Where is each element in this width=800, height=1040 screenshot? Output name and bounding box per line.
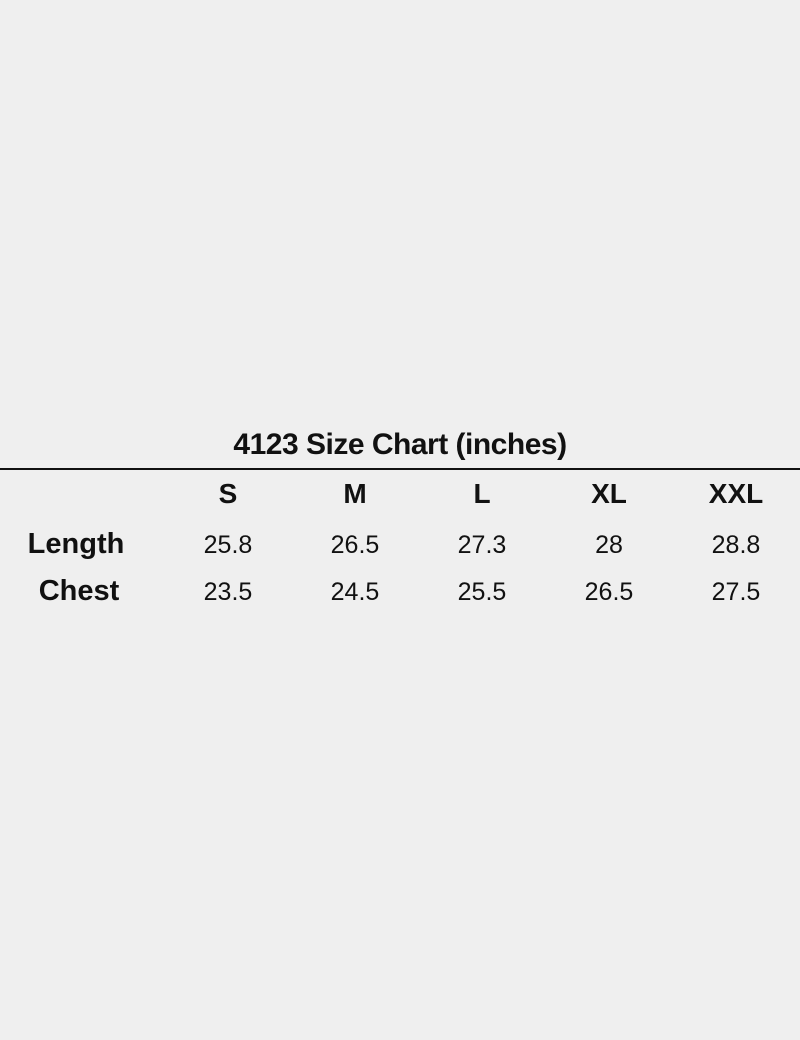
row-label: Length: [27, 528, 125, 560]
table-cell: 25.5: [457, 578, 507, 606]
size-header: XXL: [708, 478, 764, 509]
table-cell: 25.8: [203, 531, 253, 559]
table-cell: 23.5: [203, 578, 253, 606]
table-cell: 26.5: [584, 578, 634, 606]
table-cell: 27.3: [457, 531, 507, 559]
chart-title: 4123 Size Chart (inches): [233, 428, 567, 461]
table-cell: 27.5: [711, 578, 761, 606]
table-cell: 28.8: [711, 531, 761, 559]
size-header: L: [473, 478, 491, 509]
row-label: Chest: [38, 575, 120, 607]
table-cell: 24.5: [330, 578, 380, 606]
size-header: S: [218, 478, 238, 509]
table-cell: 28: [595, 531, 623, 559]
size-header: M: [343, 478, 367, 509]
size-header: XL: [591, 478, 627, 509]
table-cell: 26.5: [330, 531, 380, 559]
divider-line: [0, 468, 800, 470]
